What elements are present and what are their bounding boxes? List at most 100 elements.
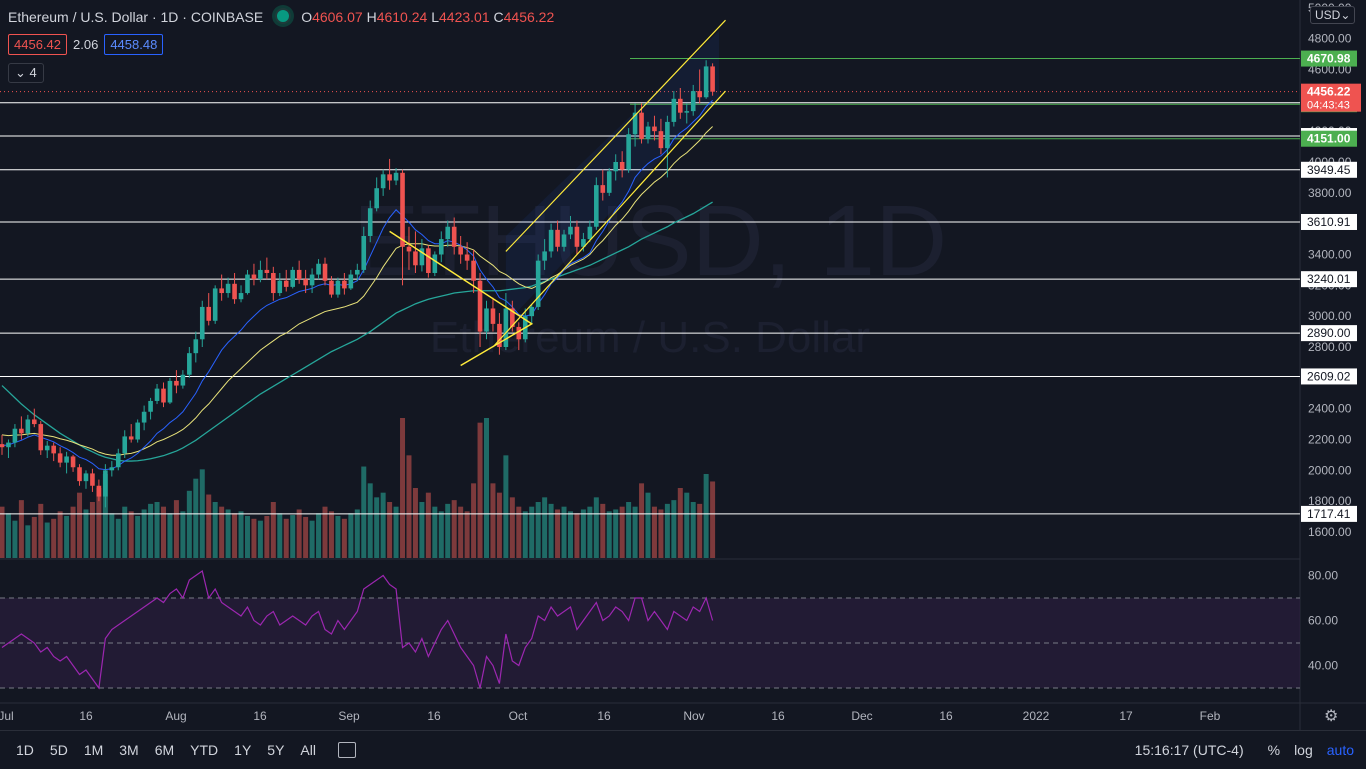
candle-body — [594, 185, 599, 227]
timeframe-5d[interactable]: 5D — [49, 742, 68, 758]
candle-body — [309, 274, 315, 286]
candle-body — [296, 269, 302, 280]
volume-bar — [316, 513, 322, 558]
price-axis-tick: 1800.00 — [1308, 494, 1352, 508]
volume-bar — [277, 513, 283, 558]
level-label-box — [1301, 271, 1357, 288]
rsi-axis-tick: 40.00 — [1308, 659, 1338, 673]
candle-body — [419, 248, 425, 266]
candle-body — [387, 174, 392, 181]
low-value: 4423.01 — [439, 9, 490, 25]
timeframe-5y[interactable]: 5Y — [267, 742, 285, 758]
log-scale-toggle[interactable]: log — [1294, 742, 1313, 758]
volume-bar — [522, 511, 528, 558]
volume-bar — [542, 497, 548, 558]
volume-bar — [567, 511, 573, 558]
volume-bar — [626, 502, 632, 558]
candle-body — [678, 98, 683, 113]
candle-body — [316, 263, 321, 275]
candle-body — [161, 388, 166, 403]
volume-bar — [57, 511, 63, 558]
volume-bar — [477, 422, 483, 558]
candle-body — [490, 308, 496, 324]
timeframe-1m[interactable]: 1M — [83, 742, 104, 758]
volume-bar — [613, 509, 619, 558]
volume-bar — [677, 488, 683, 558]
watermark-name: Ethereum / U.S. Dollar — [430, 313, 870, 362]
candle-body — [212, 288, 218, 321]
candle-body — [477, 280, 483, 332]
candle-body — [77, 467, 82, 482]
level-label-box — [1301, 368, 1357, 385]
volume-bar — [348, 513, 354, 558]
price-axis-tick: 3000.00 — [1308, 309, 1352, 323]
candle-body — [561, 234, 567, 247]
timeframe-3m[interactable]: 3M — [119, 742, 139, 758]
candle-body — [697, 91, 702, 98]
price-axis-tick: 3800.00 — [1308, 186, 1352, 200]
timeframe-1d[interactable]: 1D — [16, 742, 34, 758]
timeframe-all[interactable]: All — [300, 742, 316, 758]
candle-body — [0, 444, 5, 448]
candle-body — [219, 288, 224, 294]
open-label: O — [301, 9, 313, 25]
high-value: 4610.24 — [376, 9, 428, 25]
time-axis-tick: Aug — [165, 709, 186, 723]
timeframe-6m[interactable]: 6M — [154, 742, 175, 758]
candle-body — [103, 470, 108, 497]
open-value: 4606.07 — [312, 9, 363, 25]
sell-button[interactable]: 4456.42 — [8, 34, 67, 55]
volume-bar — [684, 492, 690, 558]
timeframe-ytd[interactable]: YTD — [190, 742, 219, 758]
volume-bar — [651, 506, 657, 558]
candle-body — [174, 380, 179, 386]
volume-bar — [335, 516, 341, 558]
green-level-label: 4670.98 — [1307, 52, 1351, 66]
timeframe-1y[interactable]: 1Y — [234, 742, 252, 758]
volume-bar — [290, 515, 296, 558]
candle-body — [367, 208, 373, 236]
time-axis-tick: Sep — [338, 709, 360, 723]
volume-bar — [587, 506, 593, 558]
volume-bar — [51, 518, 57, 558]
date-range-calendar-icon[interactable] — [337, 742, 356, 758]
volume-bar — [393, 506, 399, 558]
candle-body — [665, 121, 670, 149]
volume-bar — [464, 511, 470, 558]
candle-body — [6, 442, 11, 448]
auto-scale-toggle[interactable]: auto — [1326, 742, 1354, 758]
volume-bar — [44, 522, 50, 558]
indicators-count: 4 — [29, 65, 37, 80]
volume-bar — [451, 500, 457, 558]
clock[interactable]: 15:16:17 (UTC-4) — [1134, 742, 1244, 758]
price-chart[interactable]: ETHUSD, 1D Ethereum / U.S. Dollar 1600.00 1… — [0, 0, 1366, 730]
candle-body — [303, 279, 308, 286]
volume-bar — [161, 506, 166, 558]
percent-scale-toggle[interactable]: % — [1267, 742, 1281, 758]
level-label-box — [1301, 505, 1357, 522]
indicators-toggle-button[interactable]: ⌄ 4 — [8, 63, 44, 83]
volume-bar — [703, 474, 709, 558]
candle-body — [128, 436, 134, 440]
time-axis-tick: 16 — [939, 709, 953, 723]
volume-bar — [690, 502, 696, 558]
buy-button[interactable]: 4458.48 — [104, 34, 164, 55]
volume-bar — [561, 506, 567, 558]
currency-select[interactable]: USD⌄ — [1310, 6, 1356, 24]
candle-body — [626, 134, 631, 170]
volume-bar — [122, 506, 128, 558]
candle-body — [135, 422, 140, 440]
chart-settings-gear-icon[interactable]: ⚙ — [1324, 708, 1339, 725]
candle-countdown: 04:43:43 — [1307, 100, 1350, 112]
candle-body — [574, 226, 580, 247]
candle-body — [64, 456, 69, 463]
price-axis-tick: 2800.00 — [1308, 340, 1352, 354]
candle-body — [12, 428, 18, 443]
candle-body — [426, 248, 431, 273]
volume-bar — [490, 483, 496, 558]
candle-body — [355, 269, 360, 275]
candle-body — [413, 251, 418, 266]
candle-body — [458, 246, 463, 255]
symbol-title[interactable]: Ethereum / U.S. Dollar · 1D · COINBASE — [8, 9, 264, 25]
volume-bar — [574, 513, 580, 558]
